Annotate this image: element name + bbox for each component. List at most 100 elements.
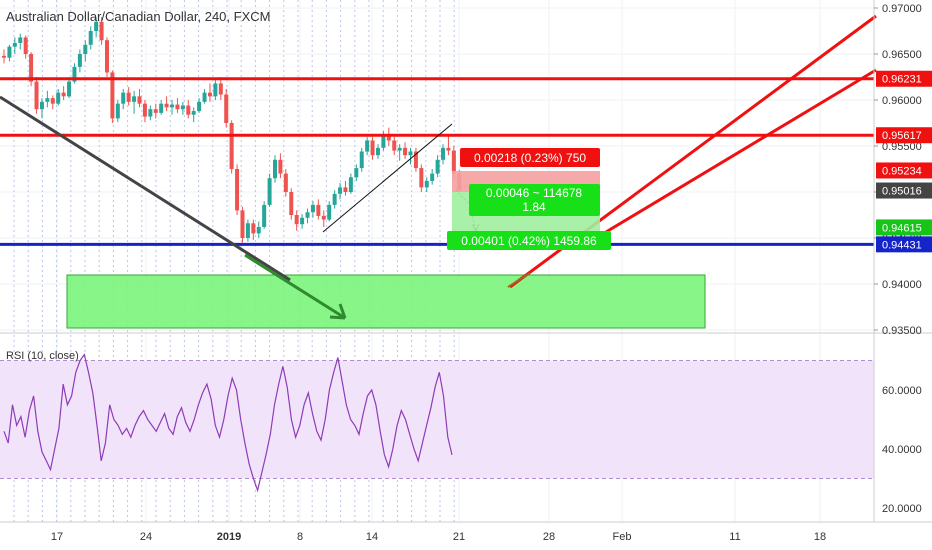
price-tick-label: 0.96500 [882,49,922,61]
candle-body [45,98,50,102]
price-tick-label: 0.94000 [882,279,922,291]
candle-body [164,103,169,108]
candle-body [202,92,207,102]
candle-body [283,173,288,192]
candle-body [148,109,153,117]
target-arrow [244,253,346,320]
time-tick-label: 14 [366,531,378,543]
candle-body [300,217,305,225]
candle-body [83,44,88,54]
rsi-tick-label: 40.0000 [882,444,922,456]
candle-body [375,147,380,156]
rsi-label: RSI (10, close) [6,350,79,362]
candle-body [29,54,34,82]
candle-body [370,140,375,156]
price-tag-label: 0.94431 [882,239,922,251]
candle-body [413,151,418,169]
rsi-band [0,360,874,479]
time-tick-label: 11 [729,531,740,543]
time-tick-label: Feb [613,531,632,543]
candle-body [348,177,353,192]
candle-body [39,101,44,110]
candle-body [251,223,256,234]
candle-body [392,140,397,151]
candle-body [224,94,229,123]
candle-body [289,192,294,215]
candle-body [310,204,315,213]
target-arrow-head [329,303,347,320]
time-tick-label: 21 [453,531,465,543]
price-tick-label: 0.97000 [882,3,922,15]
candle-body [126,92,131,102]
reward-label: 0.00401 (0.42%) 1459.86 [461,234,597,248]
candle-body [321,215,326,220]
candle-body [197,101,202,112]
candle-body [7,46,12,58]
candle-body [153,109,158,113]
rsi-panel [0,332,932,493]
candle-body [61,92,66,97]
price-tag-label: 0.96231 [882,74,922,86]
ratio-label-box [469,184,600,216]
candles [2,17,462,243]
candle-body [170,104,175,108]
candle-body [132,96,137,102]
candle-body [34,81,39,110]
time-tick-label: 17 [51,531,63,543]
price-tag-box [876,219,932,236]
channel-line [322,123,453,233]
candle-body [207,92,212,97]
candle-body [175,104,180,110]
price-tick-label: 0.96000 [882,95,922,107]
candle-body [218,83,223,95]
candle-body [256,226,261,234]
candle-body [408,151,413,156]
candle-body [137,96,142,104]
candle-body [72,66,77,82]
price-tick-label: 0.95500 [882,141,922,153]
candle-body [50,98,55,104]
channel-start [507,272,531,288]
price-tag-box [876,70,932,87]
ratio-label-line2: 1.84 [522,200,546,214]
candle-body [99,21,104,41]
candle-body [88,31,93,45]
position-tool: 0.00218 (0.23%) 750 0.00046 ~ 114678 1.8… [447,148,611,250]
candle-body [262,204,267,227]
time-tick-label: 24 [140,531,152,543]
candle-body [424,180,429,188]
rsi-line [3,353,453,493]
time-tick-label: 2019 [217,531,241,543]
candle-body [430,173,435,181]
price-tag-label: 0.95234 [882,165,922,177]
horizontal-levels [0,77,874,246]
candle-body [397,147,402,151]
target-zone [66,274,706,329]
candle-body [327,204,332,220]
candle-body [115,103,120,119]
candle-body [305,212,310,218]
candle-body [245,223,250,238]
rising-channel-upper [605,68,877,234]
candle-body [180,105,185,110]
candle-body [110,72,115,119]
price-tick-label: 0.93500 [882,325,922,337]
candle-body [235,169,240,211]
candle-body [316,204,321,216]
candle-body [294,215,299,225]
candle-body [159,103,164,113]
price-tag-label: 0.95016 [882,186,922,198]
candle-body [2,55,6,58]
candle-body [121,92,126,104]
rsi-tick-label: 60.0000 [882,385,922,397]
candle-body [365,140,370,152]
candle-body [12,42,17,47]
risk-label-box [460,148,600,167]
candle-body [332,193,337,205]
reward-label-box [447,231,611,250]
time-tick-label: 28 [543,531,555,543]
candle-body [229,123,234,169]
candle-body [191,111,196,115]
